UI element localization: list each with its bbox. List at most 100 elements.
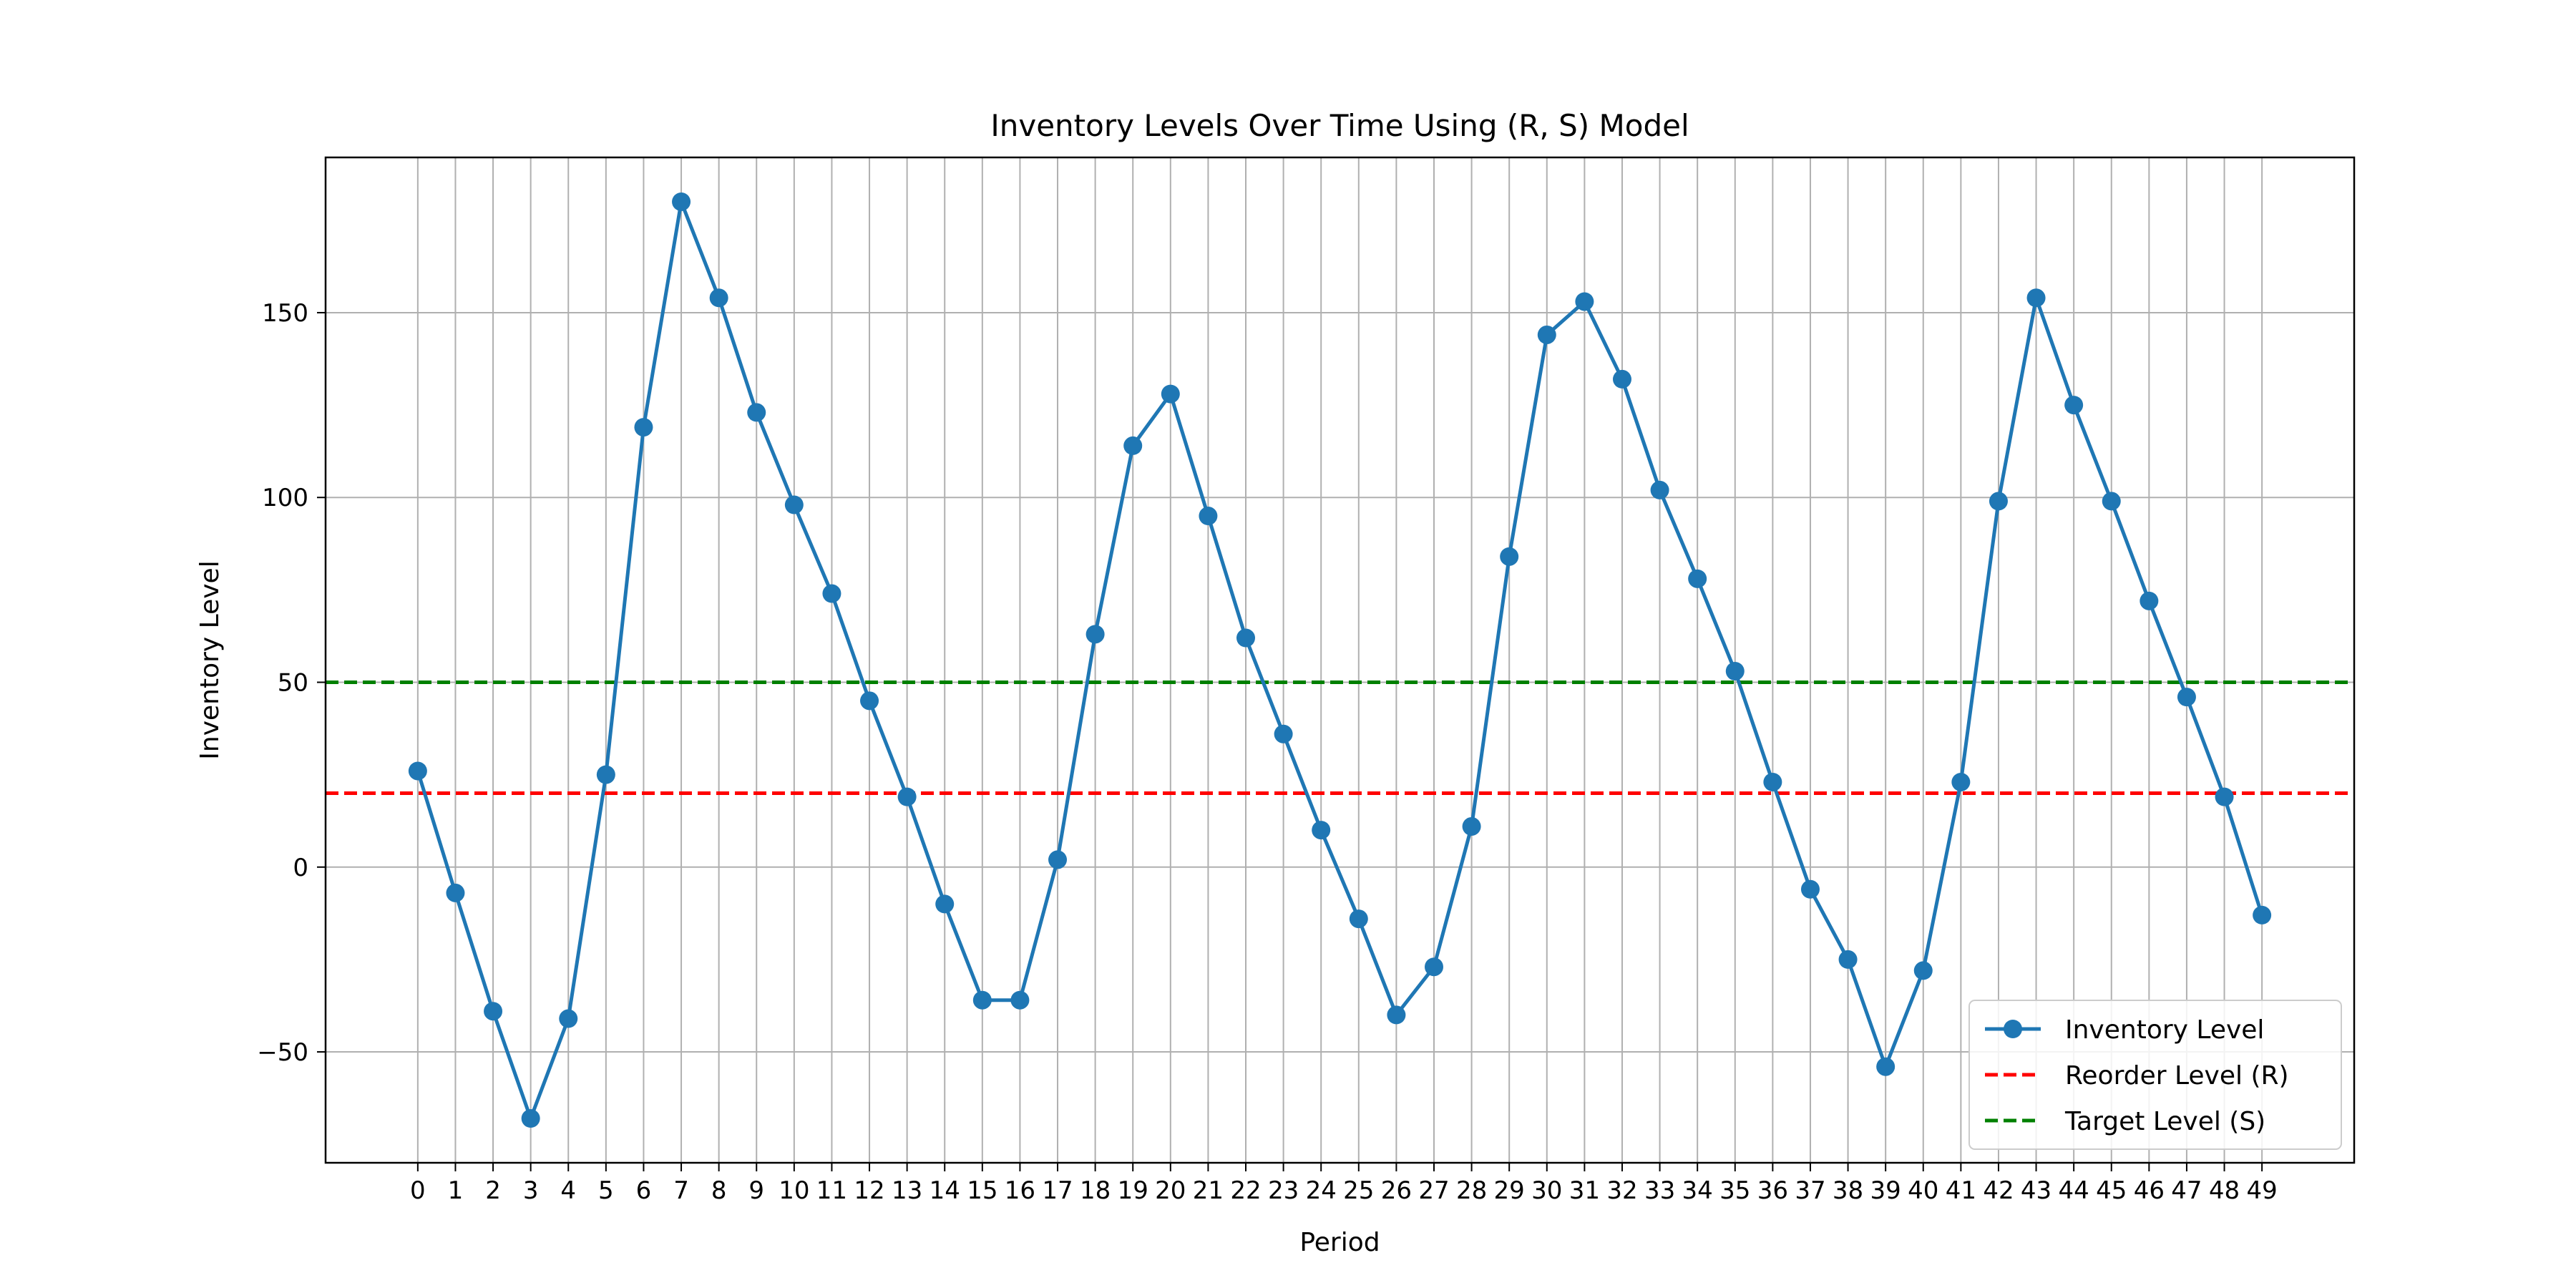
- data-point: [709, 288, 728, 308]
- x-tick-label: 11: [816, 1176, 847, 1205]
- x-tick-label: 48: [2209, 1176, 2240, 1205]
- y-tick-label: 0: [293, 854, 308, 882]
- data-point: [1312, 821, 1331, 840]
- x-tick-label: 8: [711, 1176, 727, 1205]
- x-tick-label: 20: [1155, 1176, 1186, 1205]
- x-tick-label: 18: [1080, 1176, 1111, 1205]
- x-tick-label: 23: [1268, 1176, 1299, 1205]
- x-tick-label: 9: [748, 1176, 764, 1205]
- data-point: [1236, 628, 1256, 648]
- x-axis-label: Period: [1299, 1228, 1380, 1257]
- legend-label: Target Level (S): [2064, 1107, 2265, 1136]
- x-tick-label: 2: [485, 1176, 501, 1205]
- data-point: [1199, 507, 1218, 526]
- data-point: [1462, 816, 1481, 836]
- x-tick-label: 12: [854, 1176, 884, 1205]
- data-point: [596, 765, 615, 784]
- data-point: [935, 894, 955, 914]
- y-tick-label: 150: [262, 299, 308, 328]
- data-point: [1650, 480, 1669, 499]
- data-point: [1161, 384, 1180, 404]
- y-tick-label: 100: [262, 484, 308, 512]
- plot-area-frame: [324, 156, 2356, 1164]
- data-point: [1424, 957, 1443, 977]
- x-tick-label: 15: [967, 1176, 997, 1205]
- data-point: [1085, 625, 1105, 644]
- y-axis-label: Inventory Level: [195, 560, 225, 759]
- x-tick-label: 41: [1946, 1176, 1976, 1205]
- x-axis-ticks: 0 1 2 3 4 5 6 7 8 9 10 11 12 13 14 15 16 17 18 19 20 21 22 23 24…: [410, 1163, 2278, 1205]
- data-point: [1123, 436, 1143, 455]
- legend-label: Reorder Level (R): [2065, 1061, 2289, 1091]
- data-point: [559, 1009, 578, 1028]
- x-tick-label: 10: [779, 1176, 809, 1205]
- x-tick-label: 33: [1644, 1176, 1675, 1205]
- x-tick-label: 35: [1719, 1176, 1750, 1205]
- legend-box: [1968, 1000, 2342, 1150]
- data-point: [2064, 396, 2084, 415]
- x-tick-label: 5: [598, 1176, 614, 1205]
- x-tick-label: 40: [1908, 1176, 1938, 1205]
- data-point: [1500, 547, 1519, 566]
- grid-lines: [326, 157, 2354, 1163]
- series-line-0: [416, 200, 2264, 1121]
- data-point: [2215, 787, 2234, 806]
- legend-marker: [2004, 1020, 2022, 1038]
- data-point: [1913, 961, 1933, 980]
- x-tick-label: 37: [1795, 1176, 1825, 1205]
- x-tick-label: 32: [1606, 1176, 1637, 1205]
- legend: Inventory Level Reorder Level (R) Target L…: [1968, 1000, 2342, 1150]
- data-point: [408, 761, 427, 781]
- x-tick-label: 17: [1042, 1176, 1073, 1205]
- data-point: [1575, 292, 1594, 311]
- x-tick-label: 34: [1682, 1176, 1713, 1205]
- x-tick-label: 0: [410, 1176, 426, 1205]
- data-point: [1951, 772, 1971, 791]
- x-tick-label: 25: [1343, 1176, 1374, 1205]
- y-tick-label: 50: [278, 668, 308, 697]
- data-point: [2026, 288, 2046, 308]
- data-point: [822, 584, 841, 603]
- data-point: [2140, 591, 2159, 610]
- data-point: [634, 418, 653, 437]
- x-tick-label: 38: [1833, 1176, 1863, 1205]
- data-point: [1876, 1057, 1896, 1076]
- y-axis-ticks: −50 0 50 100 150: [257, 299, 326, 1067]
- legend-label: Inventory Level: [2065, 1015, 2264, 1045]
- x-tick-label: 24: [1306, 1176, 1337, 1205]
- data-point: [446, 883, 465, 902]
- x-tick-label: 45: [2096, 1176, 2127, 1205]
- data-point: [784, 495, 804, 514]
- x-tick-label: 3: [523, 1176, 539, 1205]
- x-tick-label: 26: [1381, 1176, 1412, 1205]
- data-point: [1387, 1005, 1406, 1025]
- x-tick-label: 21: [1193, 1176, 1224, 1205]
- data-point: [521, 1109, 540, 1128]
- x-tick-label: 28: [1456, 1176, 1487, 1205]
- x-tick-label: 4: [560, 1176, 576, 1205]
- data-point: [897, 787, 917, 806]
- x-tick-label: 49: [2247, 1176, 2278, 1205]
- data-point: [1537, 325, 1556, 344]
- data-point: [484, 1002, 503, 1021]
- x-tick-label: 22: [1230, 1176, 1261, 1205]
- x-tick-label: 36: [1757, 1176, 1788, 1205]
- x-tick-label: 13: [892, 1176, 922, 1205]
- data-point: [1048, 850, 1068, 869]
- data-point: [2102, 492, 2121, 511]
- data-point: [1989, 492, 2008, 511]
- data-point: [860, 691, 879, 711]
- x-tick-label: 46: [2134, 1176, 2165, 1205]
- x-tick-label: 16: [1005, 1176, 1035, 1205]
- x-tick-label: 31: [1569, 1176, 1600, 1205]
- x-tick-label: 47: [2171, 1176, 2202, 1205]
- x-tick-label: 42: [1983, 1176, 2014, 1205]
- x-tick-label: 27: [1418, 1176, 1449, 1205]
- data-point: [1688, 569, 1707, 588]
- data-series: [408, 192, 2272, 1128]
- data-point: [672, 192, 691, 211]
- x-tick-label: 1: [448, 1176, 464, 1205]
- data-point: [2177, 688, 2196, 707]
- data-point: [972, 990, 992, 1010]
- chart-title: Inventory Levels Over Time Using (R, S) …: [990, 108, 1689, 143]
